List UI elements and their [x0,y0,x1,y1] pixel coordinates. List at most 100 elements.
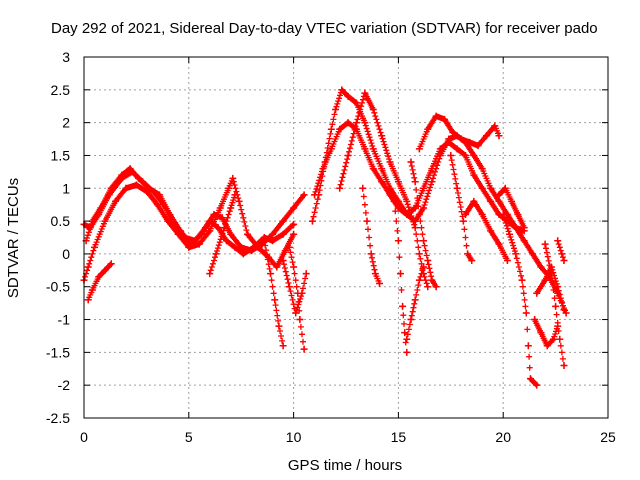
data-series-track-20 [499,211,541,389]
data-point [206,227,214,235]
data-point [428,178,436,186]
data-point [352,99,360,107]
data-point [401,329,409,337]
y-tick-label: 0.5 [51,213,71,229]
data-series-track-18 [461,197,511,264]
data-point [279,230,287,238]
data-point [407,316,415,324]
data-point [533,381,541,389]
tick-labels: 0 5 10 15 20 25 -2.5 -2 -1.5 -1 -0.5 0 0.5 1 1.5 2 2.5 3 [46,49,616,445]
data-point [420,184,428,192]
data-point [396,270,404,278]
data-point [537,263,545,271]
data-point [336,184,344,192]
data-series-track-3 [82,165,298,258]
data-point [84,263,92,271]
data-point [206,270,214,278]
data-point [220,224,228,232]
x-axis-label: GPS time / hours [288,457,402,474]
data-point [518,276,526,284]
data-series-track-6 [260,237,287,350]
data-point [459,217,467,225]
data-point [495,132,503,140]
data-point [514,211,522,219]
data-point [153,201,161,209]
data-series-track-16 [415,112,503,153]
data-point [206,217,214,225]
data-point [378,165,386,173]
data-point [445,138,453,146]
data-point [541,276,549,284]
data-point [376,279,384,287]
data-point [495,197,503,205]
data-point [223,237,231,245]
data-point [403,197,411,205]
data-point [487,197,495,205]
data-point [311,191,319,199]
data-point [229,174,237,182]
y-tick-label: 1.5 [51,147,71,163]
data-point [231,243,239,251]
data-point [344,119,352,127]
y-tick-label: 1 [62,180,70,196]
data-point [411,224,419,232]
data-point [227,204,235,212]
data-point [292,309,300,317]
data-point [503,256,511,264]
data-point [378,132,386,140]
data-point [474,142,482,150]
data-point [122,184,130,192]
data-point [279,217,287,225]
data-point [111,197,119,205]
data-point [403,211,411,219]
data-point [118,171,126,179]
data-point [327,125,335,133]
data-point [344,92,352,100]
data-point [466,138,474,146]
data-point [428,276,436,284]
data-point [550,335,558,343]
data-point [403,348,411,356]
data-point [225,184,233,192]
data-point [281,247,289,255]
data-point [505,230,513,238]
data-point [88,286,96,294]
data-point [235,197,243,205]
data-point [531,316,539,324]
data-point [552,302,560,310]
data-point [537,329,545,337]
data-point [482,132,490,140]
data-series-track-15 [407,158,440,291]
data-point [403,335,411,343]
data-series-track-8 [279,256,310,317]
data-point [428,165,436,173]
data-point [285,243,293,251]
data-point [520,224,528,232]
data-series-track-2 [80,174,298,284]
x-tick-label: 25 [600,429,616,445]
data-point [300,345,308,353]
data-point [453,145,461,153]
data-point [394,237,402,245]
data-point [95,273,103,281]
data-point [279,342,287,350]
y-axis-label: SDTVAR / TECUs [5,178,22,298]
data-point [367,250,375,258]
data-point [478,211,486,219]
data-point [126,165,134,173]
data-point [554,237,562,245]
data-point [436,145,444,153]
data-point [359,184,367,192]
data-point [231,191,239,199]
data-point [300,191,308,199]
data-series-track-23 [541,240,568,369]
data-series-track-14 [403,263,428,343]
data-point [344,151,352,159]
data-point [533,289,541,297]
data-point [298,289,306,297]
data-point [338,86,346,94]
data-point [524,342,532,350]
data-point [491,122,499,130]
data-point [275,322,283,330]
